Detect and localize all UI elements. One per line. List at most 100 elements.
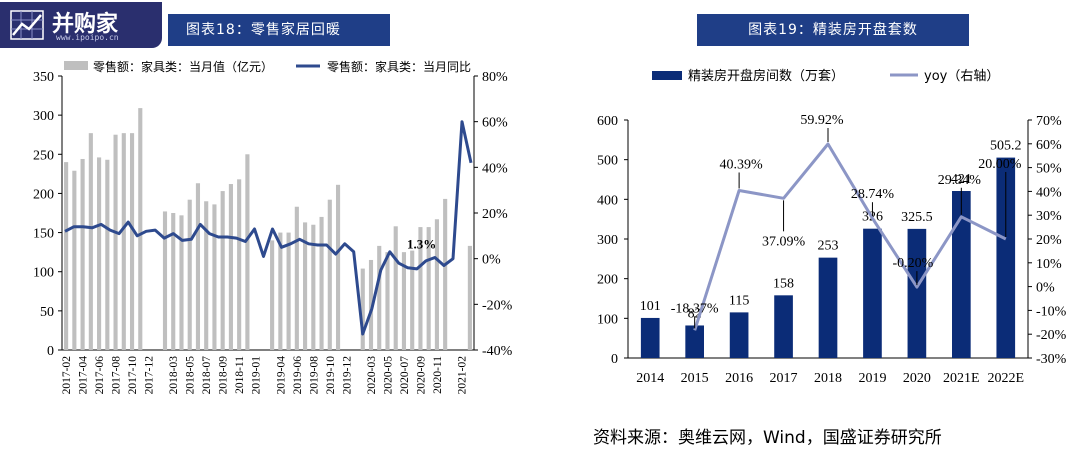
right-tick-label: -20% <box>482 298 513 313</box>
retail-bar <box>179 215 184 350</box>
yoy-line <box>64 120 473 336</box>
x-tick-label: 2017-02 <box>61 356 73 395</box>
housing-bar <box>996 157 1016 358</box>
retail-bar <box>311 224 316 350</box>
x-tick-label: 2020-05 <box>383 356 395 395</box>
housing-bar <box>907 228 927 358</box>
retail-bar <box>327 199 332 350</box>
left-tick-label: 300 <box>597 233 618 248</box>
retail-bar <box>319 216 324 350</box>
x-tick-label: 2020-07 <box>399 356 411 395</box>
x-tick-label: 2019-01 <box>251 356 263 395</box>
left-tick-label: 100 <box>597 312 618 327</box>
x-tick-label: 2017-08 <box>111 356 123 395</box>
logo-chart-icon <box>10 10 44 40</box>
x-tick-label: 2022E <box>987 371 1024 386</box>
bar-value-label: 505.2 <box>990 139 1022 154</box>
x-tick-label: 2020 <box>903 371 931 386</box>
bar-value-label: 158 <box>773 276 794 291</box>
yoy-value-label: -0.20% <box>892 256 933 271</box>
retail-bar <box>72 170 77 350</box>
retail-bar <box>303 222 308 350</box>
retail-bar <box>385 252 390 350</box>
housing-bar <box>729 312 749 358</box>
retail-bar <box>195 183 201 350</box>
retail-bar <box>121 133 126 350</box>
housing-bar <box>774 295 793 358</box>
x-tick-label: 2018 <box>814 371 842 386</box>
left-tick-label: 250 <box>33 148 54 163</box>
housing-bar <box>685 325 704 358</box>
right-tick-label: 50% <box>1036 162 1062 177</box>
legend-label-bar: 零售额：家具类：当月值（亿元） <box>93 59 273 74</box>
retail-bar <box>228 184 233 350</box>
retail-bar <box>360 268 365 350</box>
retail-bar <box>368 259 374 350</box>
retail-bar <box>220 191 225 350</box>
x-tick-label: 2018-05 <box>185 356 197 395</box>
x-tick-label: 2018-11 <box>234 356 246 394</box>
retail-bar <box>443 198 448 350</box>
annotation-label: 1.3% <box>407 236 436 251</box>
x-tick-label: 2017-04 <box>78 356 90 395</box>
retail-bar <box>426 227 431 350</box>
x-tick-label: 2017 <box>770 371 798 386</box>
x-tick-label: 2020-09 <box>415 356 427 395</box>
legend-label-line: yoy（右轴） <box>924 69 999 84</box>
x-tick-label: 2018-09 <box>218 356 230 395</box>
x-tick-label: 2021E <box>943 371 980 386</box>
yoy-value-label: 37.09% <box>762 234 806 249</box>
retail-bar <box>270 240 275 350</box>
header-left: 图表18：零售家居回暖 <box>168 14 390 46</box>
retail-bar <box>294 206 299 350</box>
retail-bar <box>401 252 407 350</box>
right-tick-label: 40% <box>482 161 508 176</box>
retail-bar <box>187 199 192 350</box>
retail-bar <box>113 134 118 350</box>
retail-bar <box>467 245 472 350</box>
left-tick-label: 400 <box>597 193 618 208</box>
right-tick-label: 40% <box>1036 185 1062 200</box>
retail-bar <box>204 201 209 350</box>
x-tick-label: 2017-06 <box>94 356 106 395</box>
housing-bar <box>952 191 971 358</box>
x-tick-label: 2014 <box>636 371 664 386</box>
right-tick-label: -30% <box>1036 352 1067 367</box>
retail-bar <box>245 154 250 350</box>
retail-bar <box>64 162 69 350</box>
yoy-line <box>693 142 1007 331</box>
retail-bar <box>237 179 242 350</box>
yoy-value-label: 59.92% <box>800 113 844 128</box>
retail-bar <box>88 133 93 350</box>
right-tick-label: 80% <box>482 70 508 85</box>
retail-bar <box>434 219 439 350</box>
legend-label-bar: 精装房开盘房间数（万套） <box>688 68 844 84</box>
housing-bar <box>818 257 838 358</box>
retail-bar <box>377 245 382 350</box>
legend-swatch-bar <box>64 61 88 70</box>
left-tick-label: 500 <box>597 154 618 169</box>
x-tick-label: 2019-06 <box>292 356 304 395</box>
x-tick-label: 2017-10 <box>127 356 139 395</box>
retail-bar <box>105 159 110 350</box>
right-tick-label: 0% <box>482 253 501 268</box>
left-tick-label: 200 <box>33 187 54 202</box>
retail-bar <box>129 133 135 350</box>
x-tick-label: 2015 <box>681 371 709 386</box>
x-tick-label: 2020-03 <box>366 356 378 395</box>
right-tick-label: 70% <box>1036 114 1062 129</box>
retail-bar <box>162 211 168 350</box>
left-tick-label: 350 <box>33 70 54 85</box>
x-tick-label: 2019-08 <box>308 356 320 395</box>
yoy-value-label: -18.37% <box>671 301 719 316</box>
x-tick-label: 2019-12 <box>341 356 353 395</box>
retail-bar <box>286 232 291 350</box>
right-tick-label: 20% <box>482 207 508 222</box>
bar-value-label: 253 <box>818 239 839 254</box>
yoy-value-label: 40.39% <box>720 157 764 172</box>
right-tick-label: 60% <box>1036 138 1062 153</box>
x-tick-label: 2017-12 <box>144 356 156 395</box>
x-tick-label: 2019-10 <box>325 356 337 395</box>
left-tick-label: 150 <box>33 227 54 242</box>
logo: 并购家 www.ipoipo.cn <box>0 2 162 48</box>
